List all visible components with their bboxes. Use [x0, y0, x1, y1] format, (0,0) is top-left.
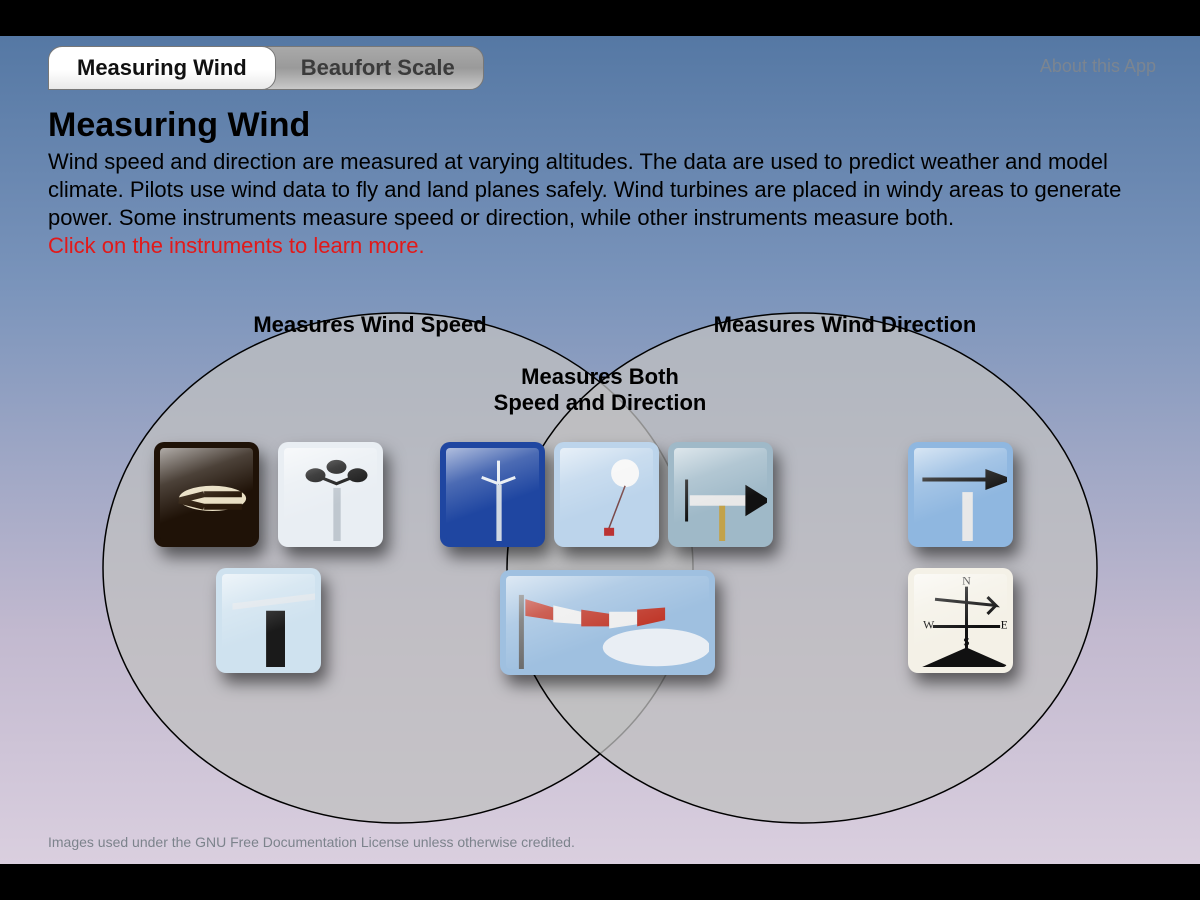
aerovane-icon — [674, 448, 773, 547]
venn-diagram: Measures Wind Speed Measures Wind Direct… — [0, 268, 1200, 828]
instrument-aerovane[interactable] — [668, 442, 773, 547]
svg-text:W: W — [923, 618, 935, 632]
tab-bar: Measuring Wind Beaufort Scale — [48, 46, 484, 90]
app-canvas: Measuring Wind Beaufort Scale About this… — [0, 36, 1200, 864]
instrument-windsock[interactable] — [500, 570, 715, 675]
pitot-tube-icon — [222, 574, 321, 673]
intro-body: Wind speed and direction are measured at… — [48, 149, 1121, 230]
instrument-pitot-tube[interactable] — [216, 568, 321, 673]
windsock-icon — [506, 576, 715, 675]
letterbox-bottom — [0, 864, 1200, 900]
sonic-anemometer-icon — [446, 448, 545, 547]
svg-text:N: N — [962, 574, 971, 588]
venn-label-both: Measures Both Speed and Direction — [440, 364, 760, 417]
tab-measuring-wind[interactable]: Measuring Wind — [48, 46, 276, 90]
instrument-hot-wire-anemometer[interactable] — [154, 442, 259, 547]
svg-text:E: E — [1001, 618, 1008, 632]
page-title: Measuring Wind — [48, 106, 310, 145]
venn-svg — [0, 268, 1200, 828]
cup-anemometer-icon — [284, 448, 383, 547]
intro-text: Wind speed and direction are measured at… — [48, 148, 1152, 261]
instrument-wind-vane[interactable] — [908, 442, 1013, 547]
venn-label-speed: Measures Wind Speed — [210, 312, 530, 338]
venn-label-both-line1: Measures Both — [521, 364, 679, 389]
about-link[interactable]: About this App — [1040, 56, 1156, 77]
tab-beaufort-scale[interactable]: Beaufort Scale — [264, 46, 484, 90]
venn-label-both-line2: Speed and Direction — [494, 390, 707, 415]
svg-text:S: S — [963, 634, 970, 648]
letterbox-top — [0, 0, 1200, 36]
instrument-sonic-anemometer[interactable] — [440, 442, 545, 547]
radiosonde-balloon-icon — [560, 448, 659, 547]
venn-label-direction: Measures Wind Direction — [685, 312, 1005, 338]
image-credit: Images used under the GNU Free Documenta… — [48, 834, 575, 850]
hot-wire-anemometer-icon — [160, 448, 259, 547]
instrument-cup-anemometer[interactable] — [278, 442, 383, 547]
instrument-weather-vane[interactable]: N E S W — [908, 568, 1013, 673]
wind-vane-icon — [914, 448, 1013, 547]
instrument-radiosonde-balloon[interactable] — [554, 442, 659, 547]
weather-vane-icon: N E S W — [914, 574, 1013, 673]
cta-text: Click on the instruments to learn more. — [48, 233, 425, 258]
